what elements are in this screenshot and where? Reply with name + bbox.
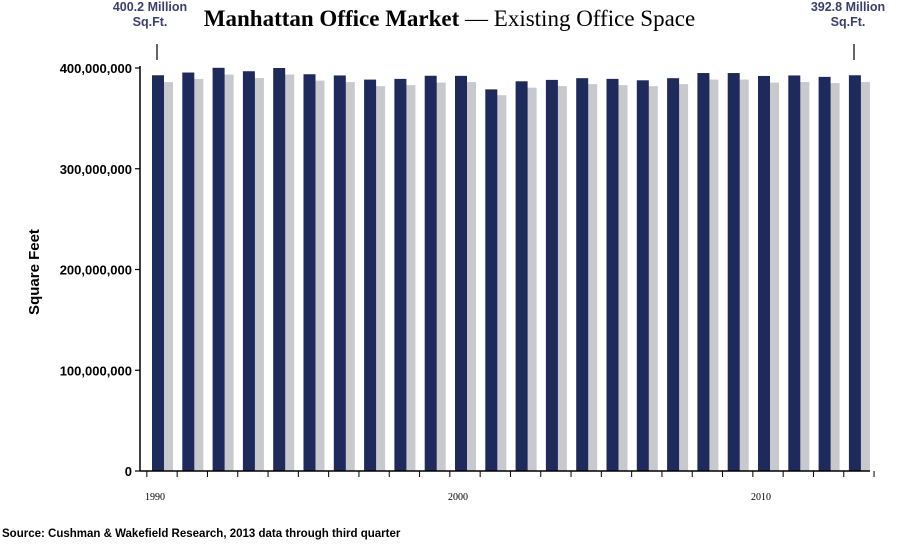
bar-light-1995 (314, 80, 325, 471)
bar-dark-1997 (364, 79, 377, 472)
bar-light-1992 (223, 74, 234, 471)
bar-dark-1992 (212, 67, 225, 472)
callout-first-line1: 400.2 Million (112, 0, 188, 14)
bar-dark-2001 (485, 89, 498, 471)
bar-dark-2002 (515, 81, 528, 471)
bar-light-2001 (496, 95, 507, 471)
source-note: Source: Cushman & Wakefield Research, 20… (2, 528, 401, 540)
bar-light-1996 (344, 82, 355, 471)
bar-dark-2006 (636, 80, 649, 471)
bar-light-2010 (769, 82, 779, 471)
bar-light-2006 (647, 86, 658, 471)
bar-light-2002 (526, 87, 537, 472)
bar-dark-2005 (606, 78, 619, 472)
bar-light-2009 (738, 79, 749, 472)
bar-dark-2003 (545, 79, 558, 472)
bar-dark-1994 (273, 68, 286, 471)
callout-last-year: 392.8 Million Sq.Ft. (800, 0, 896, 30)
bar-dark-1999 (424, 75, 437, 471)
bar-dark-2010 (758, 75, 770, 471)
bar-light-1997 (375, 86, 386, 471)
bar-dark-1995 (303, 74, 316, 472)
bar-dark-2000 (455, 75, 467, 472)
bar-dark-2013 (848, 75, 861, 471)
callout-last-line2: Sq.Ft. (830, 15, 866, 29)
x-tick-label-1990: 1990 (145, 492, 165, 503)
bar-dark-2007 (667, 78, 680, 471)
y-tick-label-400000000: 400,000,000 (60, 61, 132, 76)
chart-title: Manhattan Office Market — Existing Offic… (0, 6, 899, 32)
chart-title-rest: — Existing Office Space (459, 6, 696, 31)
bar-light-2008 (708, 79, 719, 472)
bar-dark-2009 (727, 73, 740, 471)
chart-title-bold: Manhattan Office Market (203, 6, 460, 31)
bar-light-1998 (405, 85, 416, 471)
bar-dark-1993 (242, 71, 255, 471)
y-axis-label: Square Feet (26, 229, 43, 315)
y-tick-label-100000000: 100,000,000 (60, 363, 132, 378)
x-tick-label-2000: 2000 (448, 492, 468, 503)
bar-light-2000 (466, 82, 476, 471)
bar-light-2013 (859, 82, 870, 471)
axes-group: 0 100,000,000 200,000,000 300,000,000 400,00… (60, 61, 875, 503)
bar-light-2007 (678, 84, 689, 472)
bar-dark-2004 (576, 78, 589, 471)
bar-dark-2011 (788, 75, 801, 471)
bars-group (152, 67, 870, 472)
bar-dark-1996 (333, 75, 346, 471)
y-tick-label-300000000: 300,000,000 (60, 162, 132, 177)
bar-light-1991 (193, 79, 204, 472)
bar-light-2005 (617, 85, 628, 471)
bar-light-1999 (435, 82, 446, 471)
bar-dark-1991 (182, 72, 195, 471)
bar-dark-2008 (697, 73, 710, 471)
bar-dark-1990 (152, 75, 164, 471)
bar-light-2011 (799, 82, 810, 471)
bar-light-1993 (253, 78, 264, 471)
bar-light-2003 (556, 86, 567, 471)
y-tick-label-0: 0 (125, 464, 132, 479)
bar-light-2012 (829, 83, 840, 472)
bar-dark-2012 (818, 76, 831, 471)
y-tick-label-200000000: 200,000,000 (60, 263, 132, 278)
callout-first-year: 400.2 Million Sq.Ft. (95, 0, 205, 30)
callout-last-line1: 392.8 Million (810, 0, 886, 14)
bar-light-1994 (284, 74, 295, 471)
bar-light-1990 (163, 82, 173, 471)
bar-dark-1998 (394, 78, 407, 472)
x-tick-label-2010: 2010 (751, 492, 771, 503)
bar-light-2004 (587, 84, 598, 472)
callout-first-line2: Sq.Ft. (132, 15, 168, 29)
